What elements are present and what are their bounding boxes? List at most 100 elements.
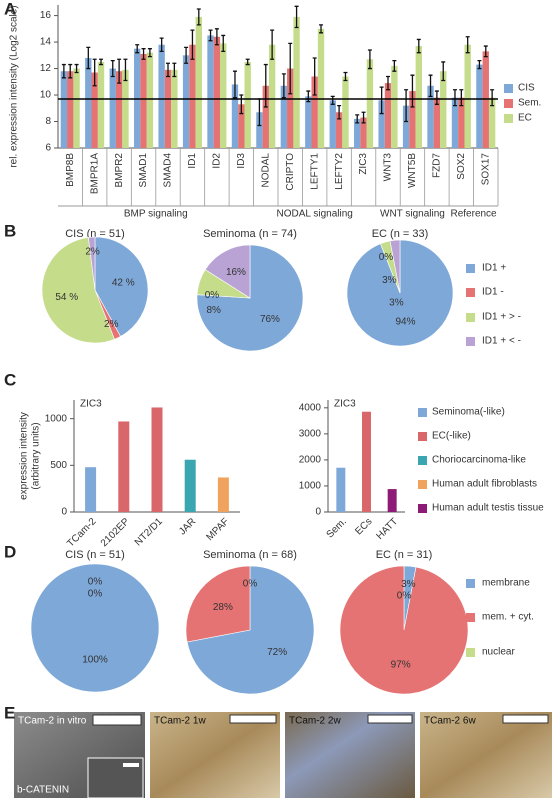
pie-value-label: 28% <box>213 602 233 613</box>
y-tick-label: 1000 <box>299 481 322 492</box>
x-tick-label: WNT5B <box>407 153 418 188</box>
bar <box>287 68 294 148</box>
pie-title: Seminoma (n = 74) <box>203 228 297 240</box>
error-bar <box>386 75 390 91</box>
bar <box>73 68 80 148</box>
bar <box>67 71 74 148</box>
legend-label: mem. + cyt. <box>482 612 534 623</box>
panel-letter: C <box>4 370 16 389</box>
x-tick-label: SMAD1 <box>138 153 149 188</box>
pie-slice <box>94 236 149 337</box>
y-axis-label: (arbitrary units) <box>31 422 42 489</box>
image-label: TCam-2 2w <box>289 716 341 727</box>
error-bar <box>190 29 195 60</box>
bar <box>213 36 221 148</box>
x-tick-label: NT2/D1 <box>133 516 165 548</box>
bar <box>220 43 227 148</box>
error-bar <box>490 89 495 107</box>
legend-swatch <box>466 288 475 297</box>
pie-title: CIS (n = 51) <box>65 228 125 240</box>
group-label: BMP signaling <box>124 209 188 220</box>
y-tick-label: 3000 <box>299 429 322 440</box>
pie-title: CIS (n = 51) <box>65 549 125 561</box>
pie-slice <box>88 236 96 291</box>
error-bar <box>245 58 250 66</box>
legend-swatch <box>504 99 513 108</box>
bar <box>360 117 367 148</box>
pie-slice <box>185 565 251 643</box>
x-tick-label: WNT3 <box>383 153 394 182</box>
error-bar <box>319 24 324 34</box>
bar <box>409 91 416 148</box>
error-bar <box>99 58 104 66</box>
y-tick-label: 0 <box>315 507 321 518</box>
pie-value-label: 0% <box>205 290 220 301</box>
panel-letter: B <box>4 221 16 240</box>
bar <box>85 57 92 148</box>
error-bar <box>221 34 226 52</box>
chart-title: ZIC3 <box>80 399 102 410</box>
scale-bar <box>367 714 413 724</box>
y-tick-label: 500 <box>50 460 67 471</box>
legend-label: Sem. <box>518 98 541 109</box>
legend-label: EC <box>518 113 532 124</box>
bar <box>115 71 123 148</box>
legend-label: ID1 - <box>482 287 504 298</box>
legend-label: Human adult testis tissue <box>432 503 544 514</box>
bar <box>189 44 196 148</box>
legend-label: Choriocarcinoma-like <box>432 455 526 466</box>
bar <box>391 65 398 148</box>
bar <box>238 104 245 148</box>
error-bar <box>459 89 464 107</box>
error-bar <box>452 89 457 107</box>
error-bar <box>294 5 299 29</box>
bar <box>280 85 288 148</box>
legend-swatch <box>466 648 475 657</box>
x-tick-label: SMAD4 <box>163 153 174 188</box>
bar <box>311 76 318 148</box>
panel-letter: E <box>4 703 15 722</box>
bar <box>440 71 447 148</box>
error-bar <box>172 62 177 78</box>
error-bar <box>196 8 201 26</box>
error-bar <box>404 89 409 123</box>
pie-slice <box>339 565 469 695</box>
pie-slice <box>389 239 401 294</box>
bar <box>262 85 269 148</box>
bar <box>293 16 300 148</box>
x-tick-label: SOX2 <box>456 153 467 180</box>
error-bar <box>68 63 73 79</box>
x-tick-label: LEFTY2 <box>334 153 345 190</box>
legend-label: membrane <box>482 578 530 589</box>
legend-label: Human adult fibroblasts <box>432 479 537 490</box>
pie-title: Seminoma (n = 68) <box>203 549 297 561</box>
error-bar <box>239 94 244 115</box>
bar <box>151 407 163 512</box>
bar <box>427 85 434 148</box>
y-tick-label: 12 <box>40 63 52 74</box>
pie-slice <box>41 237 115 344</box>
y-tick-label: 14 <box>40 37 52 48</box>
bar <box>146 52 154 148</box>
error-bar <box>392 59 397 72</box>
pie-slice <box>30 563 160 693</box>
image-label: TCam-2 in vitro <box>18 716 87 727</box>
legend-swatch <box>418 480 427 489</box>
bar <box>158 44 165 148</box>
error-bar <box>428 74 433 98</box>
error-bar <box>61 63 66 79</box>
x-tick-label: ID1 <box>187 153 198 169</box>
error-bar <box>355 114 360 124</box>
legend-label: ID1 + < - <box>482 336 521 347</box>
bar <box>476 64 483 148</box>
error-bar <box>74 63 79 74</box>
error-bar <box>208 29 213 42</box>
group-label: NODAL signaling <box>276 209 352 220</box>
error-bar <box>367 49 372 70</box>
scale-bar <box>123 763 139 767</box>
legend-swatch <box>418 432 427 441</box>
bar <box>97 61 105 149</box>
pie-title: EC (n = 31) <box>376 549 433 561</box>
bar <box>336 467 346 512</box>
pie-value-label: 0% <box>397 591 412 602</box>
